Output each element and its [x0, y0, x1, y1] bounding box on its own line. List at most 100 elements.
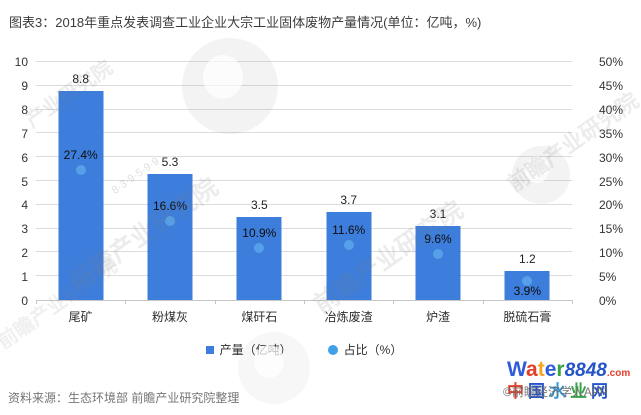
y-axis-tick-right: 35%: [599, 126, 624, 141]
gridline: [36, 251, 572, 253]
brand-subtitle: 中国水业网 ©前瞻经济学人APP: [503, 382, 639, 403]
y-axis-tick-left: 1: [21, 270, 28, 285]
y-axis-tick-right: 25%: [599, 174, 624, 189]
y-axis-tick-left: 7: [21, 126, 28, 141]
y-axis-tick-left: 9: [21, 78, 28, 93]
chart-title: 图表3：2018年重点发表调查工业企业大宗工业固体废物产量情况(单位：亿吨，%): [9, 15, 482, 30]
bar-column: 3.7 11.6%: [304, 62, 393, 300]
bar: [58, 90, 104, 300]
bar: [236, 216, 282, 300]
bar-value-label: 3.7: [340, 192, 357, 207]
x-axis-tick-mark: [572, 300, 573, 304]
brand-dotcom: .com: [606, 368, 631, 379]
x-axis-category-label: 脱硫石膏: [503, 310, 552, 324]
y-axis-tick-right: 45%: [599, 78, 624, 93]
y-axis-tick-left: 5: [21, 174, 28, 189]
water8848-watermark: Water8848.com 中国水业网 ©前瞻经济学人APP: [503, 359, 639, 403]
y-axis-tick-right: 30%: [599, 150, 624, 165]
y-axis-tick-left: 8: [21, 102, 28, 117]
ratio-value-label: 10.9%: [242, 226, 277, 241]
y-axis-tick-left: 10: [14, 55, 28, 69]
bar-column: 8.8 27.4%: [36, 62, 125, 300]
x-axis-tick-mark: [482, 300, 484, 304]
x-axis-tick-mark: [36, 300, 37, 304]
ratio-value-label: 9.6%: [424, 232, 452, 247]
x-axis-category-label: 冶炼废渣: [324, 310, 373, 324]
x-axis-category-label: 炉渣: [425, 310, 450, 324]
y-axis-left: 0 1 2 3 4 5 6 7 8 9 10: [0, 55, 30, 308]
y-axis-tick-left: 2: [21, 246, 28, 261]
bar-column: 3.1 9.6%: [393, 62, 482, 300]
x-axis-tick-mark: [214, 300, 216, 304]
x-axis-tick-mark: [125, 300, 127, 304]
y-axis-right: 0% 5% 10% 15% 20% 25% 30% 35% 40% 45% 50%: [597, 55, 639, 308]
brand-letter: e: [544, 358, 557, 381]
brand-letter: 中: [507, 382, 528, 401]
brand-letter: t: [537, 358, 545, 381]
ratio-dot: [343, 239, 354, 250]
ratio-value-label: 11.6%: [332, 222, 366, 237]
brand-letter: a: [526, 358, 538, 381]
brand-subtitle-text: 中国水业网: [507, 382, 612, 401]
ratio-dot: [164, 215, 175, 226]
legend-item: 占比（%）: [327, 341, 403, 358]
brand-letter: W: [507, 358, 527, 381]
x-axis-category-label: 粉煤灰: [151, 310, 188, 324]
brand-letter: 国: [528, 382, 549, 401]
brand-suffix: 8848: [564, 360, 607, 381]
bar-value-label: 3.5: [250, 197, 268, 212]
y-axis-tick-left: 6: [21, 150, 28, 165]
gridline: [36, 275, 572, 277]
gridline: [36, 61, 572, 62]
legend-label: 产量（亿吨）: [219, 343, 292, 357]
bar-value-label: 3.1: [429, 207, 447, 222]
circle-legend-marker: [327, 344, 338, 355]
gridline: [36, 108, 572, 110]
x-axis-category-label: 尾矿: [68, 310, 93, 324]
gridline: [36, 203, 572, 205]
plot-area: 8.8 27.4% 5.3 16.6% 3.5 10.9% 3.7 11.6% 3.1 9.6% 1…: [36, 61, 573, 304]
ratio-dot: [254, 243, 265, 254]
chart-legend: 产量（亿吨） 占比（%）: [36, 341, 572, 358]
bar: [147, 173, 193, 300]
bar-column: 1.2 3.9%: [483, 62, 572, 300]
ratio-dot: [522, 276, 533, 287]
y-axis-tick-right: 40%: [599, 102, 624, 117]
legend-label: 占比（%）: [343, 343, 403, 357]
x-axis-tick-mark: [393, 300, 395, 304]
y-axis-tick-right: 20%: [599, 198, 624, 213]
legend-item: 产量（亿吨）: [205, 341, 292, 358]
bar: [415, 226, 461, 300]
ratio-value-label: 16.6%: [152, 198, 187, 213]
y-axis-tick-left: 0: [21, 294, 28, 308]
ratio-dot: [432, 249, 443, 260]
gridline: [36, 156, 572, 158]
x-axis-category-label: 煤矸石: [241, 310, 278, 324]
gridline: [36, 227, 572, 229]
water8848-logo: Water8848.com: [507, 359, 639, 380]
source-note: 资料来源：生态环境部 前瞻产业研究院整理: [8, 391, 240, 405]
ratio-value-label: 3.9%: [513, 284, 541, 298]
bar-value-label: 8.8: [72, 71, 89, 86]
brand-letter: r: [556, 358, 565, 381]
y-axis-tick-left: 4: [21, 198, 28, 213]
y-axis-tick-right: 15%: [599, 222, 624, 237]
bar: [326, 211, 372, 300]
bar-column: 5.3 16.6%: [125, 62, 214, 300]
y-axis-tick-right: 0%: [599, 294, 617, 308]
x-axis-tick-mark: [304, 300, 305, 304]
ratio-value-label: 27.4%: [63, 147, 98, 162]
y-axis-tick-right: 5%: [599, 270, 617, 285]
gridline: [36, 132, 572, 134]
gridline: [36, 84, 572, 86]
copyright-watermark: ©前瞻经济学人APP: [503, 385, 608, 399]
y-axis-tick-right: 10%: [599, 246, 624, 261]
bar-value-label: 5.3: [161, 154, 179, 169]
ratio-dot: [75, 164, 86, 175]
brand-letter: 业: [570, 382, 591, 401]
bar-value-label: 1.2: [518, 252, 536, 267]
brand-letter: 网: [591, 382, 612, 401]
gridline: [36, 180, 572, 181]
x-axis: 尾矿 粉煤灰 煤矸石 冶炼废渣 炉渣 脱硫石膏: [36, 308, 572, 326]
